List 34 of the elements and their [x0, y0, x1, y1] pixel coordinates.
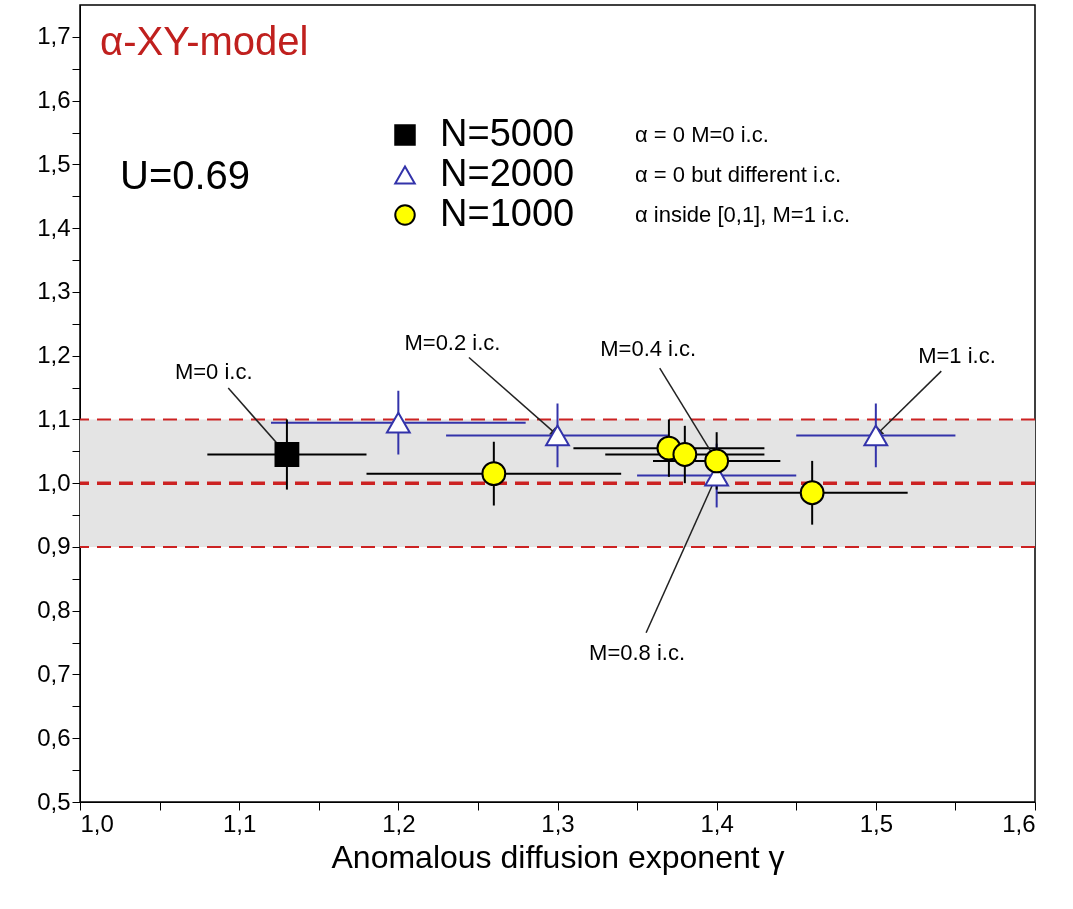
y-tick-label: 1,7 [37, 22, 71, 50]
y-tick-label: 0,9 [37, 532, 71, 560]
x-tick-label: 1,4 [700, 809, 734, 837]
y-tick-label: 1,1 [37, 404, 71, 432]
annotation: M=0.2 i.c. [404, 329, 501, 355]
annotation: α = 0 but different i.c. [635, 162, 842, 187]
x-tick-label: 1,5 [859, 809, 894, 837]
chart-title: α-XY-model [100, 19, 309, 63]
x-tick-label: 1,6 [1002, 809, 1036, 837]
x-tick-label: 1,1 [222, 809, 257, 837]
annotation: α = 0 M=0 i.c. [635, 122, 769, 147]
annotation: M=0.8 i.c. [589, 639, 686, 665]
annotation: M=0 i.c. [174, 358, 253, 384]
y-tick-label: 0,8 [37, 596, 71, 624]
y-tick-label: 0,5 [37, 787, 71, 815]
legend-label: N=2000 [440, 152, 575, 194]
y-tick-label: 1,3 [37, 277, 71, 305]
y-tick-label: 1,2 [37, 341, 71, 369]
y-tick-label: 1,5 [37, 149, 71, 177]
annotation: α inside [0,1], M=1 i.c. [635, 202, 851, 227]
annotation: M=1 i.c. [918, 342, 996, 368]
x-axis-title: Anomalous diffusion exponent γ [331, 838, 785, 875]
annotation: U=0.69 [120, 153, 251, 197]
y-tick-label: 1,0 [37, 468, 71, 496]
annotation: M=0.4 i.c. [600, 336, 697, 362]
x-tick-label: 1,3 [541, 809, 575, 837]
y-tick-label: 0,7 [37, 659, 71, 687]
y-tick-label: 1,6 [37, 86, 71, 114]
y-tick-label: 1,4 [37, 213, 71, 241]
y-tick-label: 0,6 [37, 723, 71, 751]
x-tick-label: 1,0 [80, 809, 114, 837]
legend-label: N=1000 [440, 192, 575, 234]
legend-label: N=5000 [440, 112, 575, 154]
x-tick-label: 1,2 [382, 809, 416, 837]
